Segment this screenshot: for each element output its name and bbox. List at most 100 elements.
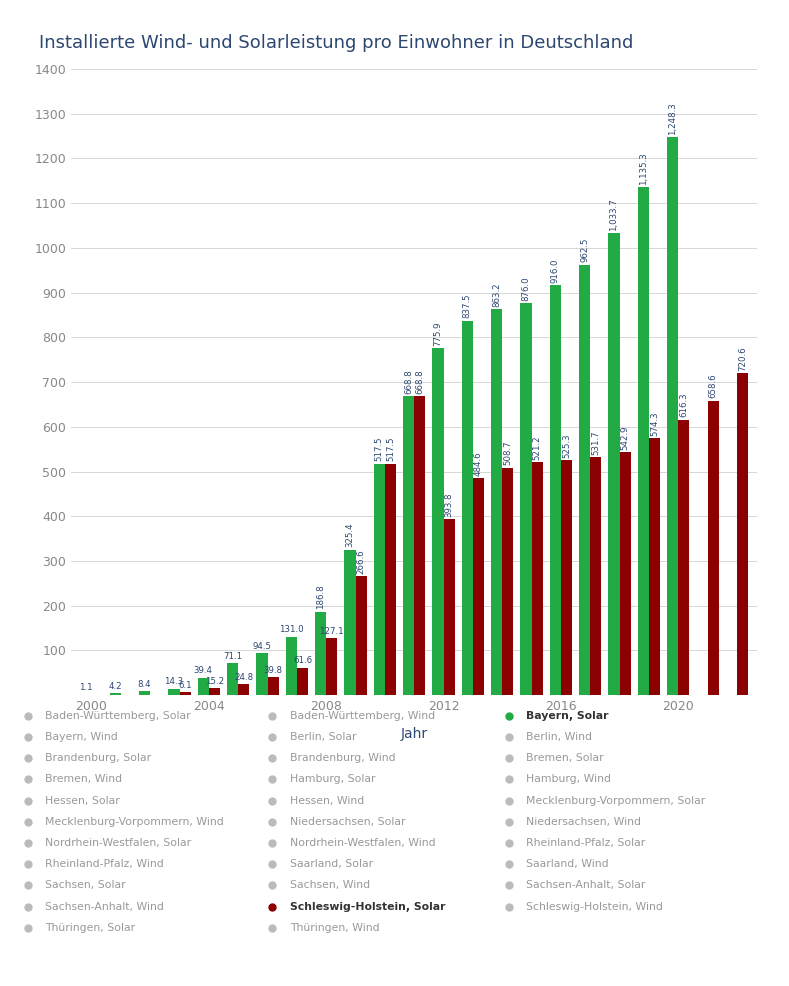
Text: Baden-Württemberg, Solar: Baden-Württemberg, Solar xyxy=(45,711,191,721)
Text: Sachsen, Wind: Sachsen, Wind xyxy=(290,880,370,890)
Bar xyxy=(491,309,503,695)
Text: Hessen, Solar: Hessen, Solar xyxy=(45,796,120,806)
Text: Thüringen, Wind: Thüringen, Wind xyxy=(290,923,380,933)
Text: 71.1: 71.1 xyxy=(223,652,242,661)
Bar xyxy=(561,460,572,695)
Bar xyxy=(521,304,532,695)
Bar xyxy=(667,137,679,695)
Text: 1,135.3: 1,135.3 xyxy=(639,153,648,185)
Text: 24.8: 24.8 xyxy=(234,672,253,681)
Text: 525.3: 525.3 xyxy=(562,433,571,458)
Text: 531.7: 531.7 xyxy=(591,431,600,456)
Text: Thüringen, Solar: Thüringen, Solar xyxy=(45,923,135,933)
Text: Hamburg, Wind: Hamburg, Wind xyxy=(526,774,611,785)
Text: Schleswig-Holstein, Wind: Schleswig-Holstein, Wind xyxy=(526,901,663,912)
Text: Niedersachsen, Wind: Niedersachsen, Wind xyxy=(526,816,641,827)
Text: Rheinland-Pfalz, Solar: Rheinland-Pfalz, Solar xyxy=(526,838,645,848)
Bar xyxy=(345,549,356,695)
Text: 4.2: 4.2 xyxy=(109,682,122,691)
Text: Installierte Wind- und Solarleistung pro Einwohner in Deutschland: Installierte Wind- und Solarleistung pro… xyxy=(39,34,634,51)
Text: 508.7: 508.7 xyxy=(503,441,512,465)
Text: Rheinland-Pfalz, Wind: Rheinland-Pfalz, Wind xyxy=(45,859,164,870)
Bar xyxy=(579,264,590,695)
Text: 916.0: 916.0 xyxy=(551,258,560,283)
Text: Bremen, Wind: Bremen, Wind xyxy=(45,774,122,785)
Text: Mecklenburg-Vorpommern, Wind: Mecklenburg-Vorpommern, Wind xyxy=(45,816,224,827)
Text: Saarland, Wind: Saarland, Wind xyxy=(526,859,609,870)
Text: Mecklenburg-Vorpommern, Solar: Mecklenburg-Vorpommern, Solar xyxy=(526,796,705,806)
Text: Brandenburg, Solar: Brandenburg, Solar xyxy=(45,753,151,763)
Bar xyxy=(385,463,396,695)
Bar xyxy=(649,439,660,695)
Text: 517.5: 517.5 xyxy=(375,437,383,461)
Text: 6.1: 6.1 xyxy=(178,681,192,690)
Text: Saarland, Solar: Saarland, Solar xyxy=(290,859,372,870)
Text: 8.4: 8.4 xyxy=(138,680,151,689)
Text: Berlin, Solar: Berlin, Solar xyxy=(290,732,356,742)
Bar xyxy=(737,373,748,695)
Bar xyxy=(168,689,180,695)
Text: Bayern, Solar: Bayern, Solar xyxy=(526,711,609,721)
Text: Hamburg, Solar: Hamburg, Solar xyxy=(290,774,375,785)
Text: 1.1: 1.1 xyxy=(79,683,93,692)
Text: Sachsen-Anhalt, Solar: Sachsen-Anhalt, Solar xyxy=(526,880,645,890)
Bar xyxy=(227,664,238,695)
Text: 94.5: 94.5 xyxy=(252,642,271,651)
Text: 775.9: 775.9 xyxy=(433,321,443,346)
Text: 574.3: 574.3 xyxy=(650,411,659,436)
Text: 668.8: 668.8 xyxy=(415,369,424,393)
Bar xyxy=(374,463,385,695)
Text: 521.2: 521.2 xyxy=(533,435,541,459)
Bar xyxy=(414,396,425,695)
Bar xyxy=(590,458,601,695)
Text: 131.0: 131.0 xyxy=(279,625,304,634)
Text: 127.1: 127.1 xyxy=(320,627,344,636)
Text: Bayern, Wind: Bayern, Wind xyxy=(45,732,118,742)
Bar xyxy=(315,611,326,695)
Text: 266.6: 266.6 xyxy=(357,549,365,574)
Text: 484.6: 484.6 xyxy=(474,452,483,476)
Text: 863.2: 863.2 xyxy=(492,282,501,307)
Bar xyxy=(679,419,690,695)
Text: Nordrhein-Westfalen, Wind: Nordrhein-Westfalen, Wind xyxy=(290,838,436,848)
Bar xyxy=(326,638,338,695)
Text: 1,033.7: 1,033.7 xyxy=(609,198,619,231)
Text: 186.8: 186.8 xyxy=(316,585,325,609)
Bar xyxy=(473,478,484,695)
X-axis label: Jahr: Jahr xyxy=(401,727,428,740)
Bar xyxy=(443,519,454,695)
Bar xyxy=(550,286,561,695)
Text: 61.6: 61.6 xyxy=(293,657,312,666)
Text: Schleswig-Holstein, Solar: Schleswig-Holstein, Solar xyxy=(290,901,445,912)
Text: Berlin, Wind: Berlin, Wind xyxy=(526,732,593,742)
Bar xyxy=(708,400,719,695)
Bar xyxy=(110,693,121,695)
Bar xyxy=(403,396,414,695)
Bar xyxy=(356,576,367,695)
Bar xyxy=(286,637,297,695)
Bar xyxy=(532,462,543,695)
Bar xyxy=(297,668,308,695)
Text: 14.3: 14.3 xyxy=(164,677,184,686)
Text: 616.3: 616.3 xyxy=(679,392,688,417)
Bar xyxy=(139,691,150,695)
Text: 1,248.3: 1,248.3 xyxy=(668,102,677,135)
Text: Nordrhein-Westfalen, Solar: Nordrhein-Westfalen, Solar xyxy=(45,838,191,848)
Bar xyxy=(209,688,220,695)
Text: 39.8: 39.8 xyxy=(264,667,282,675)
Text: Sachsen, Solar: Sachsen, Solar xyxy=(45,880,125,890)
Bar xyxy=(238,684,249,695)
Text: 542.9: 542.9 xyxy=(621,426,630,450)
Text: 720.6: 720.6 xyxy=(738,346,747,371)
Bar xyxy=(432,348,443,695)
Text: 39.4: 39.4 xyxy=(194,667,213,675)
Text: Niedersachsen, Solar: Niedersachsen, Solar xyxy=(290,816,405,827)
Bar xyxy=(638,187,649,695)
Bar xyxy=(462,320,473,695)
Text: Bremen, Solar: Bremen, Solar xyxy=(526,753,604,763)
Text: 962.5: 962.5 xyxy=(580,238,589,262)
Bar xyxy=(180,692,191,695)
Bar xyxy=(267,677,279,695)
Text: 658.6: 658.6 xyxy=(709,374,718,398)
Text: 393.8: 393.8 xyxy=(445,492,454,517)
